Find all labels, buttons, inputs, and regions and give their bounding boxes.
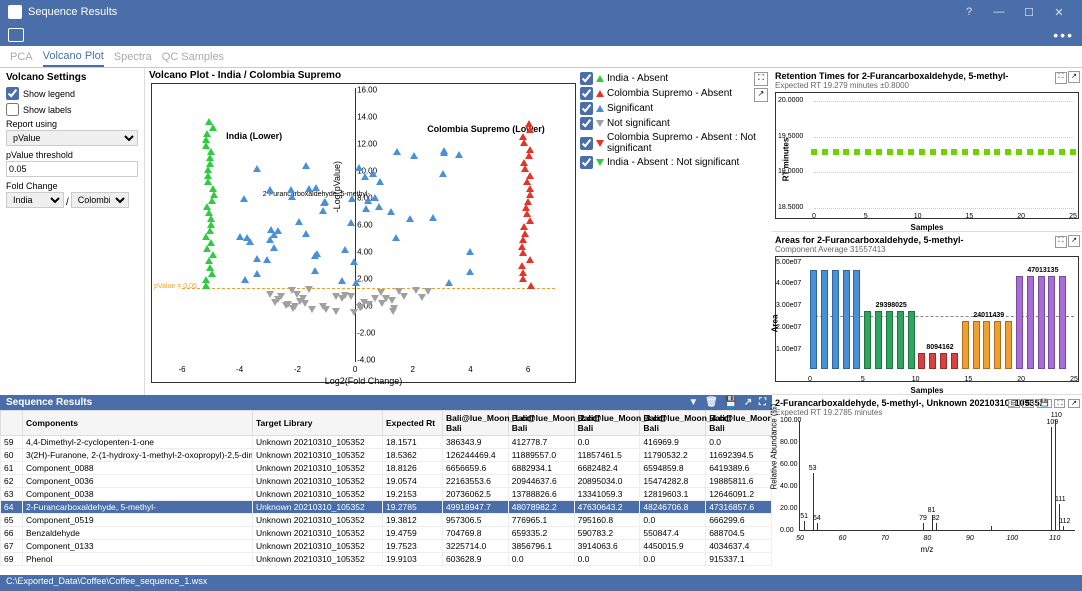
table-row[interactable]: 594,4-Dimethyl-2-cyclopenten-1-oneUnknow… [1,436,772,449]
rt-panel-sub: Expected RT 19.279 minutes ±0.8000 [775,81,1079,90]
volcano-plot-panel: Volcano Plot - India / Colombia Supremo … [145,68,772,395]
next-icon[interactable]: ⊞ [1022,399,1034,408]
legend-item[interactable]: India - Absent [580,72,766,85]
delete-icon[interactable]: 🗑 [705,397,718,408]
rt-chart[interactable]: 18.500019.000019.500020.00000510152025RT… [775,92,1079,219]
legend-item[interactable]: Colombia Supremo - Absent [580,87,766,100]
volcano-chart-tools: ⛶ ↗ [754,72,768,104]
spectrum-panel: ⊟ ⊞ 💾 ⛶ ↗ 2-Furancarboxaldehyde, 5-methy… [772,395,1082,575]
export-icon[interactable]: ↗ [744,397,752,408]
areas-chart[interactable]: 1.00e072.00e073.00e074.00e075.00e0705101… [775,256,1079,383]
areas-panel-title: Areas for 2-Furancarboxaldehyde, 5-methy… [775,235,1079,245]
show-legend-checkbox[interactable] [6,87,19,100]
legend-item[interactable]: Colombia Supremo - Absent : Not signific… [580,132,766,154]
fc-left-select[interactable]: India [6,192,64,208]
table-row[interactable]: 63Component_0038Unknown 20210310_1053521… [1,488,772,501]
status-bar: C:\Exported_Data\Coffee\Coffee_sequence_… [0,575,1082,591]
areas-panel-sub: Component Average 31557413 [775,245,1079,254]
report-using-select[interactable]: pValue [6,130,138,146]
fc-right-select[interactable]: Colombia Supremo [71,192,129,208]
table-row[interactable]: 603(2H)-Furanone, 2-(1-hydroxy-1-methyl-… [1,449,772,462]
table-row[interactable]: 69PhenolUnknown 20210310_10535219.910360… [1,553,772,566]
sequence-results-table-panel: Sequence Results ▼ 🗑 💾 ↗ ⛶ ComponentsTar… [0,395,772,575]
show-labels-label: Show labels [23,105,72,115]
report-using-label: Report using [6,119,57,129]
main-toolbar: ••• [0,24,1082,46]
legend-item[interactable]: Not significant [580,117,766,130]
table-row[interactable]: 67Component_0133Unknown 20210310_1053521… [1,540,772,553]
open-folder-icon[interactable] [8,28,24,42]
app-icon [8,5,22,19]
show-legend-label: Show legend [23,89,75,99]
spectrum-chart[interactable]: 0.0020.0040.0060.0080.00100.005060708090… [799,421,1075,531]
tab-volcano-plot[interactable]: Volcano Plot [43,47,104,67]
legend-item[interactable]: India - Absent : Not significant [580,156,766,169]
maximize-button[interactable]: ☐ [1014,6,1044,19]
rt-panel-title: Retention Times for 2-Furancarboxaldehyd… [775,71,1079,81]
expand-icon[interactable]: ⛶ [754,72,768,86]
table-row[interactable]: 62Component_0036Unknown 20210310_1053521… [1,475,772,488]
table-tools: ▼ 🗑 💾 ↗ ⛶ [684,397,766,408]
export-icon[interactable]: ↗ [1068,399,1080,408]
volcano-legend: ⛶ ↗ India - Absent Colombia Supremo - Abs… [578,70,768,393]
close-button[interactable]: ✕ [1044,6,1074,19]
pvalue-threshold-label: pValue threshold [6,150,73,160]
expand-icon[interactable]: ⛶ [1054,399,1065,408]
areas-panel: ⛶↗ Areas for 2-Furancarboxaldehyde, 5-me… [772,232,1082,396]
table-row[interactable]: 642-Furancarboxaldehyde, 5-methyl-Unknow… [1,501,772,514]
tab-spectra[interactable]: Spectra [114,48,152,66]
table-title: Sequence Results [6,397,92,408]
fold-change-label: Fold Change [6,181,58,191]
expand-icon[interactable]: ⛶ [1055,72,1067,84]
save-icon[interactable]: 💾 [725,397,737,408]
save-icon[interactable]: 💾 [1037,399,1052,408]
pvalue-threshold-input[interactable] [6,161,138,177]
settings-title: Volcano Settings [6,72,138,83]
export-icon[interactable]: ↗ [754,88,768,102]
window-titlebar: Sequence Results ? — ☐ ✕ [0,0,1082,24]
expand-icon[interactable]: ⛶ [1055,236,1067,248]
spectrum-sub: Expected RT 19.2785 minutes [775,408,1079,417]
table-row[interactable]: 66BenzaldehydeUnknown 20210310_10535219.… [1,527,772,540]
filter-icon[interactable]: ▼ [688,397,698,408]
export-icon[interactable]: ↗ [1068,71,1080,83]
more-menu-icon[interactable]: ••• [1053,27,1074,43]
help-button[interactable]: ? [954,6,984,18]
table-row[interactable]: 61Component_0088Unknown 20210310_1053521… [1,462,772,475]
export-icon[interactable]: ↗ [1068,235,1080,247]
prev-icon[interactable]: ⊟ [1008,399,1020,408]
spectrum-xlabel: m/z [775,545,1079,554]
table-row[interactable]: 65Component_0519Unknown 20210310_1053521… [1,514,772,527]
volcano-settings-panel: Volcano Settings Show legend Show labels… [0,68,145,395]
spectrum-ylabel: Relative Abundance (%) [770,404,779,490]
tab-qc-samples[interactable]: QC Samples [162,48,224,66]
retention-time-panel: ⛶↗ Retention Times for 2-Furancarboxalde… [772,68,1082,232]
window-title: Sequence Results [28,6,954,18]
minimize-button[interactable]: — [984,6,1014,18]
legend-item[interactable]: Significant [580,102,766,115]
volcano-title: Volcano Plot - India / Colombia Supremo [149,70,578,81]
results-table[interactable]: ComponentsTarget LibraryExpected RtBali@… [0,410,772,566]
expand-icon[interactable]: ⛶ [759,397,766,408]
show-labels-checkbox[interactable] [6,103,19,116]
volcano-chart[interactable]: -4.00-2.000.002.004.006.008.0010.0012.00… [151,83,576,383]
view-tabs: PCA Volcano Plot Spectra QC Samples [0,46,1082,68]
tab-pca[interactable]: PCA [10,48,33,66]
